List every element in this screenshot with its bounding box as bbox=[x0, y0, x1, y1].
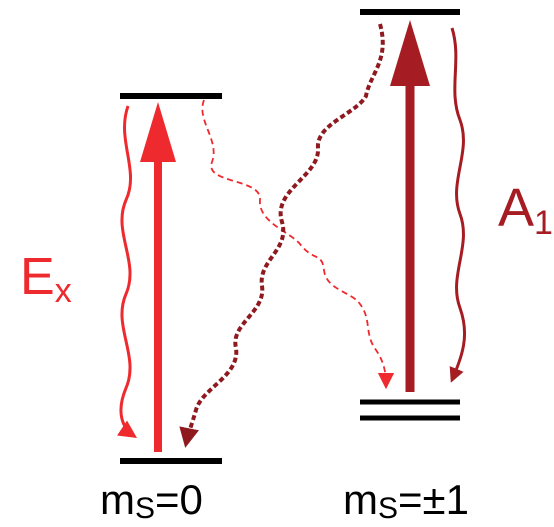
a1-emission-wavy-arrow bbox=[449, 27, 467, 383]
a1-label: A1 bbox=[498, 178, 553, 242]
ms1-label-rest: =±1 bbox=[398, 476, 469, 523]
ex-label: Ex bbox=[20, 248, 72, 310]
ms1-label: mS=±1 bbox=[343, 476, 469, 525]
ms0-label-rest: =0 bbox=[155, 476, 203, 523]
ms1-label-sub: S bbox=[378, 492, 398, 525]
ex-label-main: E bbox=[20, 248, 55, 306]
isc-dashed-arrow-thick bbox=[179, 23, 385, 448]
a1-label-main: A bbox=[498, 178, 534, 238]
isc-dashed-arrow-thin bbox=[201, 99, 395, 390]
a1-excitation-arrowhead bbox=[390, 20, 430, 86]
ex-excitation-arrowhead bbox=[140, 102, 176, 162]
ex-emission-wavy-arrow bbox=[117, 105, 137, 438]
a1-label-sub: 1 bbox=[534, 204, 553, 242]
ms0-label-sub: S bbox=[135, 492, 155, 525]
ms1-label-main: m bbox=[343, 476, 378, 523]
ex-label-sub: x bbox=[55, 272, 72, 310]
ms0-label: mS=0 bbox=[100, 476, 203, 525]
ms0-label-main: m bbox=[100, 476, 135, 523]
